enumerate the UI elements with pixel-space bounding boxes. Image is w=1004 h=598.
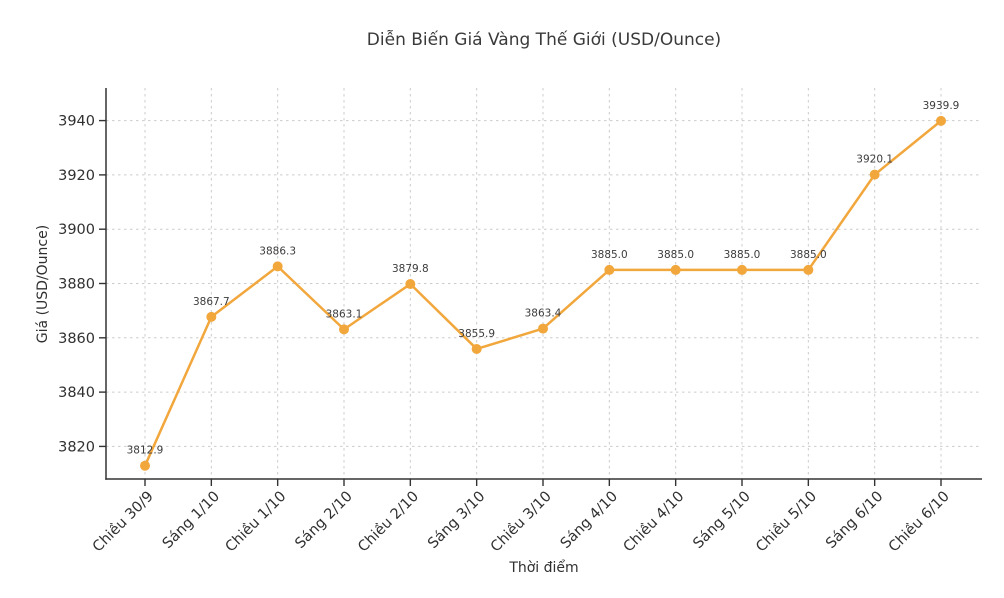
data-point-marker (471, 343, 482, 354)
data-point-label: 3885.0 (591, 249, 628, 261)
x-axis-label: Thời điểm (509, 560, 579, 576)
x-tick-label: Chiều 1/10 (222, 488, 290, 556)
x-tick-label: Sáng 6/10 (823, 489, 886, 552)
y-tick-label: 3820 (58, 439, 95, 455)
data-point-marker (140, 460, 150, 471)
data-point-label: 3867.7 (193, 296, 230, 308)
y-tick-label: 3940 (58, 114, 95, 130)
data-point-label: 3939.9 (923, 100, 960, 112)
x-tick-label: Sáng 4/10 (558, 489, 621, 552)
data-point-label: 3879.8 (392, 263, 429, 275)
data-point-marker (538, 323, 548, 334)
x-tick-label: Sáng 3/10 (425, 489, 488, 552)
data-point-label: 3863.1 (326, 308, 363, 320)
data-point-label: 3885.0 (790, 249, 827, 261)
data-point-marker (670, 264, 681, 275)
x-tick-label: Sáng 2/10 (292, 489, 355, 552)
x-tick-label: Sáng 1/10 (160, 489, 223, 552)
x-tick-label: Chiều 6/10 (885, 488, 953, 556)
x-tick-label: Chiều 30/9 (89, 488, 157, 556)
y-axis-label: Giá (USD/Ounce) (35, 224, 51, 344)
data-point-marker (272, 261, 283, 272)
x-tick-label: Chiều 2/10 (355, 488, 423, 556)
data-point-marker (737, 264, 747, 275)
data-point-label: 3920.1 (856, 154, 893, 166)
x-tick-label: Sáng 5/10 (690, 489, 753, 552)
y-tick-label: 3840 (58, 385, 95, 401)
y-tick-label: 3860 (58, 331, 95, 347)
y-tick-label: 3920 (58, 168, 95, 184)
x-tick-label: Chiều 3/10 (487, 488, 555, 556)
chart-title: Diễn Biến Giá Vàng Thế Giới (USD/Ounce) (366, 30, 722, 50)
data-point-marker (936, 115, 946, 126)
data-point-label: 3812.9 (127, 445, 164, 457)
y-tick-label: 3900 (58, 222, 95, 238)
y-tick-label: 3880 (58, 277, 95, 293)
data-point-label: 3885.0 (657, 249, 694, 261)
data-point-marker (339, 324, 349, 335)
data-point-label: 3855.9 (458, 328, 495, 340)
data-point-marker (206, 311, 217, 322)
data-point-label: 3863.4 (525, 308, 562, 320)
data-point-label: 3885.0 (724, 249, 761, 261)
data-point-marker (604, 264, 615, 275)
data-point-marker (803, 264, 814, 275)
x-tick-label: Chiều 5/10 (753, 488, 821, 556)
x-tick-label: Chiều 4/10 (620, 488, 688, 556)
data-point-marker (405, 279, 416, 290)
data-point-marker (869, 169, 880, 180)
data-point-label: 3886.3 (259, 245, 296, 257)
